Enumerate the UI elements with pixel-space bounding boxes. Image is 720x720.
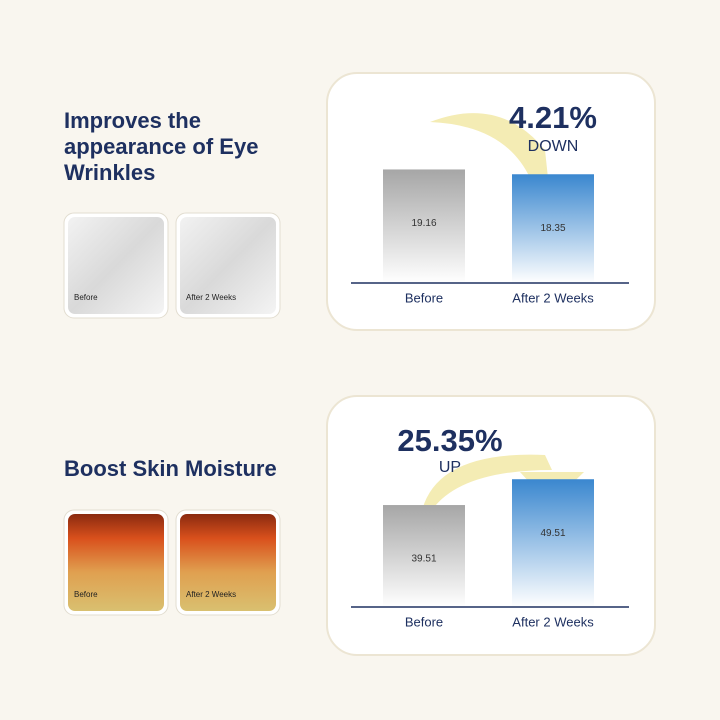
bar — [512, 479, 594, 607]
x-tick-label: After 2 Weeks — [512, 614, 594, 629]
photo-label: After 2 Weeks — [186, 293, 236, 302]
card — [326, 72, 656, 331]
value-label: 49.51 — [540, 528, 565, 539]
bar — [383, 169, 465, 283]
photo — [68, 514, 164, 611]
annotation: 4.21% — [509, 100, 597, 135]
heading: Boost Skin Moisture — [64, 456, 277, 481]
photo-label: After 2 Weeks — [186, 590, 236, 599]
photo — [180, 217, 276, 314]
x-tick-label: Before — [405, 614, 443, 629]
annotation: 25.35% — [397, 423, 502, 458]
value-label: 39.51 — [411, 554, 436, 565]
x-tick-label: After 2 Weeks — [512, 290, 594, 305]
heading: Improves the appearance of Eye Wrinkles — [64, 108, 259, 185]
bar — [383, 505, 465, 607]
value-label: 19.16 — [411, 218, 436, 229]
photo — [180, 514, 276, 611]
annotation-direction: UP — [439, 459, 461, 476]
photo — [68, 217, 164, 314]
x-tick-label: Before — [405, 290, 443, 305]
value-label: 18.35 — [540, 223, 565, 234]
annotation-direction: DOWN — [528, 138, 579, 155]
photo-label: Before — [74, 590, 98, 599]
photo-label: Before — [74, 293, 98, 302]
bar — [512, 174, 594, 283]
